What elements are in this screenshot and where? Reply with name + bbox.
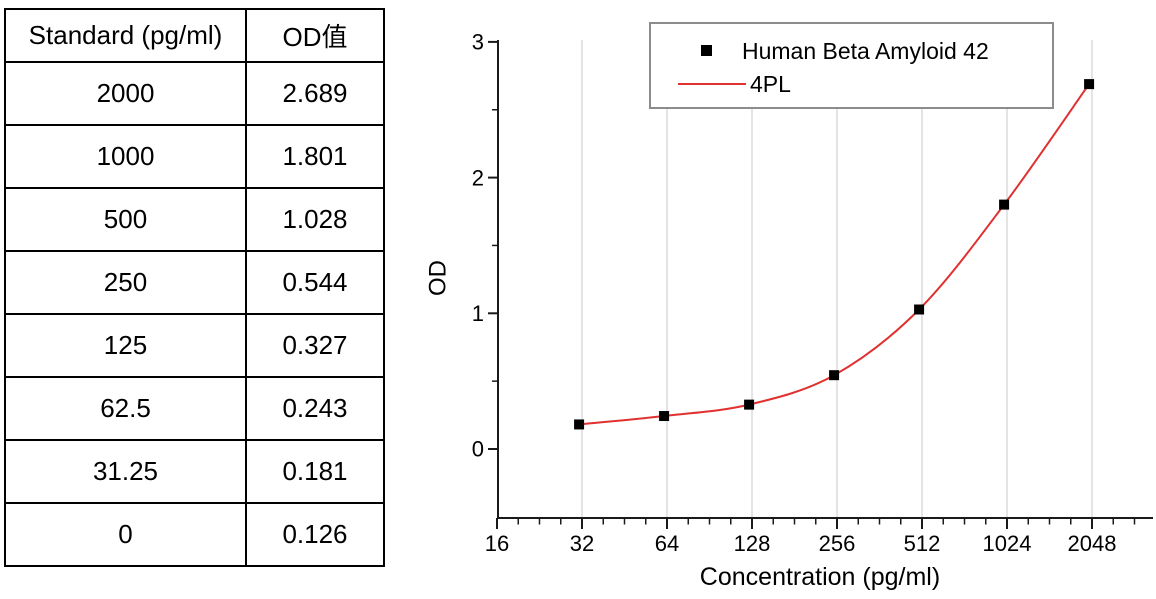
x-tick-label: 16	[485, 531, 509, 556]
od-value-cell: 0.327	[245, 313, 385, 378]
od-value-cell: 1.801	[245, 124, 385, 189]
standard-value-cell: 125	[4, 313, 247, 378]
od-value-cell: 0.126	[245, 502, 385, 567]
x-tick-label: 512	[904, 531, 941, 556]
standard-value-cell: 1000	[4, 124, 247, 189]
data-point-marker	[659, 411, 670, 422]
standard-value-cell: 62.5	[4, 376, 247, 441]
y-tick-label: 0	[472, 437, 484, 462]
x-tick-label: 32	[570, 531, 594, 556]
x-tick-label: 64	[655, 531, 679, 556]
y-axis-title: OD	[424, 260, 451, 296]
table-body: 2000 2.689 1000 1.801 500 1.028 250 0.544 125 0.3…	[4, 61, 385, 567]
table-row: 500 1.028	[4, 187, 385, 252]
standard-value-cell: 31.25	[4, 439, 247, 504]
table-row: 62.5 0.243	[4, 376, 385, 441]
x-tick-label: 256	[819, 531, 856, 556]
standard-value-cell: 500	[4, 187, 247, 252]
standard-value-cell: 0	[4, 502, 247, 567]
y-tick-label: 2	[472, 165, 484, 190]
data-point-marker	[914, 304, 925, 315]
table-header-cell: Standard (pg/ml)	[4, 8, 247, 63]
data-point-marker	[574, 419, 585, 430]
legend-marker-square	[701, 45, 712, 56]
table-row: 2000 2.689	[4, 61, 385, 126]
legend-box	[649, 22, 1054, 109]
table-row: 1000 1.801	[4, 124, 385, 189]
table-row: 125 0.327	[4, 313, 385, 378]
table-row: 0 0.126	[4, 502, 385, 567]
table-row: 31.25 0.181	[4, 439, 385, 504]
x-axis-title: Concentration (pg/ml)	[700, 563, 940, 591]
od-value-cell: 0.544	[245, 250, 385, 315]
standards-table: Standard (pg/ml) OD值 2000 2.689 1000 1.801 50…	[4, 8, 385, 567]
x-tick-label: 2048	[1068, 531, 1117, 556]
data-point-marker	[1084, 79, 1095, 90]
y-tick-label: 1	[472, 301, 484, 326]
od-value-cell: 0.181	[245, 439, 385, 504]
table-header-cell: OD值	[245, 8, 385, 63]
data-point-marker	[829, 370, 840, 381]
standard-value-cell: 250	[4, 250, 247, 315]
legend-fit-label: 4PL	[750, 71, 791, 97]
od-value-cell: 2.689	[245, 61, 385, 126]
x-tick-label: 1024	[983, 531, 1032, 556]
od-value-cell: 0.243	[245, 376, 385, 441]
legend-series-label: Human Beta Amyloid 42	[742, 38, 989, 64]
x-tick-label: 128	[734, 531, 771, 556]
od-value-cell: 1.028	[245, 187, 385, 252]
y-tick-label: 3	[472, 30, 484, 55]
standard-value-cell: 2000	[4, 61, 247, 126]
table-row: 250 0.544	[4, 250, 385, 315]
table-header-row: Standard (pg/ml) OD值	[4, 8, 385, 63]
data-point-marker	[744, 399, 755, 410]
data-point-marker	[999, 199, 1010, 210]
